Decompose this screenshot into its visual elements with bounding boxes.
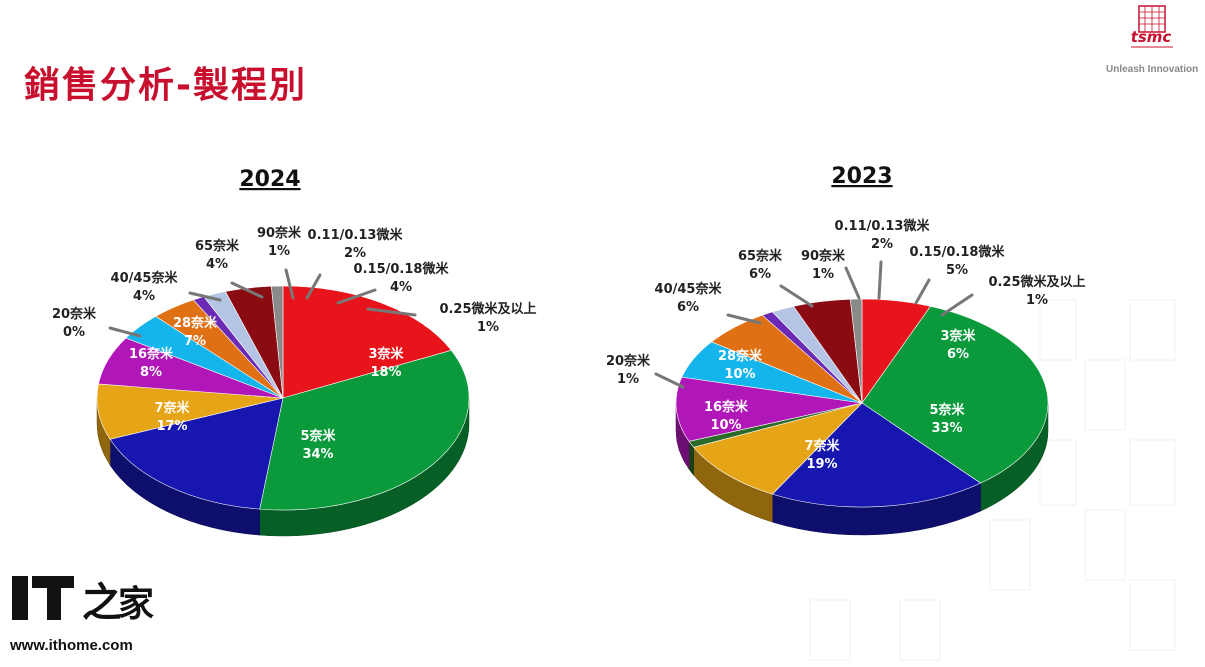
slice-label: 5奈米 — [929, 402, 965, 418]
tagline: Unleash Innovation — [1106, 64, 1199, 75]
pie-chart-2023: 2023 3奈米 6% 5奈米 33% 7奈米 19% 16奈米 10% 20奈米 1% 28奈米 10… — [606, 164, 1086, 536]
slice-percent: 19% — [806, 457, 837, 472]
slice-percent: 8% — [140, 365, 162, 380]
leader-line — [305, 273, 322, 300]
slice-percent: 6% — [749, 267, 771, 282]
leader-line — [366, 307, 417, 317]
slice-label: 65奈米 — [738, 248, 783, 264]
slice-percent: 17% — [156, 419, 187, 434]
pie-slice — [693, 402, 863, 495]
pie-top — [96, 285, 470, 511]
slice-percent: 33% — [931, 421, 962, 436]
logo-text: tsmc — [1131, 28, 1172, 46]
pie-slice — [861, 305, 1049, 484]
tsmc-logo-icon: tsmc — [1131, 5, 1173, 48]
pie-chart-2024: 2024 3奈米 18% 5奈米 34% 7奈米 17% 16奈米 8% 20奈米 0% 28奈米 7%… — [52, 167, 537, 537]
leader-line — [779, 284, 814, 308]
slice-percent: 4% — [390, 280, 412, 295]
slice-percent: 7% — [184, 334, 206, 349]
slice-percent: 1% — [617, 372, 639, 387]
chart-title: 2023 — [831, 164, 892, 189]
watermark-url: www.ithome.com — [10, 637, 133, 654]
slice-percent: 34% — [302, 447, 333, 462]
slice-label: 28奈米 — [173, 315, 218, 331]
leader-line — [844, 266, 861, 300]
slice-label: 0.11/0.13微米 — [835, 218, 931, 234]
slice-percent: 4% — [133, 289, 155, 304]
leader-line — [654, 372, 685, 389]
leader-line — [284, 268, 295, 300]
slice-label: 0.25微米及以上 — [988, 274, 1085, 290]
leader-line — [108, 326, 142, 338]
slice-percent: 5% — [946, 263, 968, 278]
slice-percent: 1% — [812, 267, 834, 282]
slice-label: 16奈米 — [129, 346, 174, 362]
leader-line — [336, 288, 377, 305]
ithome-watermark: 之 家 — [10, 570, 160, 660]
slice-percent: 0% — [63, 325, 85, 340]
slice-percent: 6% — [947, 347, 969, 362]
slice-percent: 1% — [1026, 293, 1048, 308]
pie-slice — [259, 349, 470, 511]
slice-percent: 1% — [268, 244, 290, 259]
pie-slice — [282, 285, 452, 399]
slice-label: 20奈米 — [52, 306, 97, 322]
leader-lines — [654, 260, 974, 389]
slice-percent: 2% — [871, 237, 893, 252]
leader-line — [914, 278, 931, 305]
leader-line — [230, 281, 264, 299]
pie-slice — [675, 376, 863, 442]
slice-percent: 2% — [344, 246, 366, 261]
leader-line — [940, 293, 974, 317]
slice-label: 28奈米 — [718, 348, 763, 364]
ithome-logo-icon: 之 家 — [12, 576, 154, 626]
pie-slice — [849, 298, 863, 404]
slice-label: 65奈米 — [195, 238, 240, 254]
pie-slice — [109, 397, 284, 510]
slice-label: 0.11/0.13微米 — [308, 227, 404, 243]
page-title: 銷售分析-製程別 — [24, 65, 307, 106]
slice-label: 90奈米 — [257, 225, 302, 241]
slice-label: 3奈米 — [368, 346, 404, 362]
slice-label: 90奈米 — [801, 248, 846, 264]
leader-line — [726, 313, 762, 325]
pie-slice — [96, 383, 284, 440]
leader-line — [877, 260, 883, 300]
leader-line — [188, 291, 222, 302]
slice-label: 40/45奈米 — [655, 281, 723, 297]
tsmc-logo: tsmc — [1105, 4, 1201, 78]
slice-labels: 3奈米 6% 5奈米 33% 7奈米 19% 16奈米 10% 20奈米 1% 28奈米 10% 40/… — [606, 218, 1086, 472]
slice-label: 7奈米 — [154, 400, 190, 416]
slice-label: 0.15/0.18微米 — [354, 261, 450, 277]
svg-text:之: 之 — [82, 580, 122, 626]
svg-text:家: 家 — [118, 584, 154, 625]
slice-label: 3奈米 — [940, 328, 976, 344]
chart-title: 2024 — [239, 167, 300, 192]
slice-label: 0.25微米及以上 — [439, 301, 536, 317]
slice-percent: 1% — [477, 320, 499, 335]
pie-top — [675, 298, 1049, 508]
pie-slice — [771, 402, 982, 508]
slice-labels: 3奈米 18% 5奈米 34% 7奈米 17% 16奈米 8% 20奈米 0% 28奈米 7% 40/4… — [52, 225, 537, 462]
slice-label: 0.15/0.18微米 — [910, 244, 1006, 260]
slice-percent: 18% — [370, 365, 401, 380]
pie-slice — [270, 285, 284, 399]
slice-percent: 10% — [724, 367, 755, 382]
slice-percent: 10% — [710, 418, 741, 433]
slice-label: 5奈米 — [300, 428, 336, 444]
slice-label: 20奈米 — [606, 353, 651, 369]
slice-label: 16奈米 — [704, 399, 749, 415]
slice-label: 40/45奈米 — [111, 270, 179, 286]
slice-percent: 6% — [677, 300, 699, 315]
slice-percent: 4% — [206, 257, 228, 272]
leader-lines — [108, 268, 417, 338]
slice-label: 7奈米 — [804, 438, 840, 454]
